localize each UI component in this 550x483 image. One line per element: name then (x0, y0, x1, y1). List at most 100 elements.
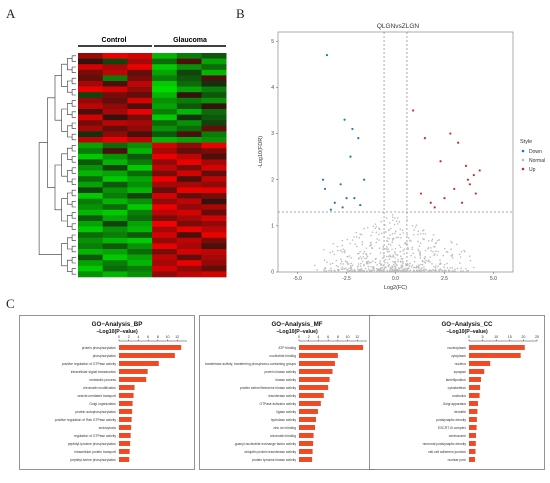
normal-point (350, 262, 352, 265)
normal-point (346, 255, 349, 258)
heatmap-cell (152, 109, 178, 115)
heatmap-cell (201, 176, 227, 183)
heatmap-cell (152, 232, 178, 239)
x-tick-label: 0 (468, 335, 470, 339)
legend-down-marker (521, 149, 525, 153)
heatmap-cell (127, 137, 153, 143)
heatmap-cell (201, 109, 227, 115)
down-point (353, 197, 356, 200)
heatmap-cell (152, 204, 178, 211)
normal-point (387, 243, 390, 246)
category-label: nucleoplasm (447, 346, 466, 350)
heatmap-cell (152, 170, 178, 177)
normal-point (430, 249, 432, 252)
x-tick-label: 15 (508, 335, 512, 339)
normal-point (389, 270, 392, 272)
normal-point (410, 240, 412, 242)
x-tick-label: 10 (494, 335, 498, 339)
row-dendrogram (38, 55, 76, 275)
normal-point (353, 236, 355, 238)
volcano-plot: QLGNvsZLGN -5.0 -2.5 0.0 2.5 5.0 0 1 2 3 4 5 Log2(F… (258, 23, 545, 290)
normal-point (450, 248, 452, 251)
normal-point (323, 259, 326, 262)
normal-point (376, 270, 378, 272)
normal-point (381, 266, 384, 269)
normal-point (419, 232, 422, 235)
normal-point (399, 260, 402, 263)
category-label: ligase activity (276, 410, 296, 414)
category-label: ATP binding (278, 346, 296, 350)
bar (299, 401, 321, 406)
up-point (439, 160, 442, 163)
heatmap-cell (127, 131, 153, 138)
normal-point (397, 258, 399, 261)
normal-point (341, 268, 344, 271)
heatmap-cell (176, 131, 202, 138)
heatmap-cell (152, 237, 178, 244)
x-tick-label: 6 (147, 335, 149, 339)
heatmap-cell (176, 237, 202, 244)
category-label: intracellular signal transduction (71, 370, 116, 374)
normal-point (401, 257, 404, 260)
x-tick-label: 10 (346, 335, 350, 339)
heatmap-cell (127, 165, 153, 171)
normal-point (336, 268, 339, 271)
heatmap-cell (102, 92, 128, 99)
category-label: guanyl-nucleotide exchange factor activi… (235, 442, 297, 446)
normal-point (324, 267, 327, 270)
down-point (339, 183, 342, 186)
normal-point (356, 268, 359, 270)
normal-point (357, 257, 360, 260)
normal-point (389, 254, 391, 257)
heatmap-cell (127, 142, 153, 149)
dendrogram-branch (71, 234, 76, 241)
bar (299, 457, 313, 462)
heatmap-cell (127, 153, 153, 160)
heatmap-cell (78, 114, 103, 121)
normal-point (363, 264, 365, 267)
normal-point (389, 221, 391, 224)
normal-point (367, 265, 370, 268)
x-tick-label: -2.5 (342, 276, 351, 282)
heatmap-cell (201, 204, 227, 211)
normal-point (371, 260, 374, 263)
heatmap-cell (102, 226, 128, 233)
normal-point (341, 244, 344, 247)
normal-point (399, 228, 402, 230)
normal-point (409, 262, 411, 265)
normal-point (407, 237, 410, 239)
normal-point (384, 261, 386, 264)
normal-point (403, 242, 406, 245)
heatmap-cell (127, 109, 153, 115)
heatmap-cell (78, 64, 103, 71)
heatmap-cell (78, 176, 103, 183)
dendrogram-branch (71, 89, 76, 96)
heatmap-cell (152, 86, 178, 93)
normal-point (416, 265, 418, 268)
normal-point (343, 251, 346, 253)
normal-point (358, 269, 361, 271)
heatmap-cell (78, 131, 103, 138)
normal-point (402, 249, 404, 252)
normal-point (408, 239, 411, 242)
normal-point (350, 268, 353, 271)
normal-point (342, 263, 345, 265)
heatmap-cell (152, 120, 178, 127)
heatmap-cell (102, 53, 128, 59)
normal-point (433, 266, 435, 268)
heatmap-cell (102, 170, 128, 177)
normal-point (368, 261, 371, 264)
normal-point (451, 255, 453, 257)
normal-point (385, 231, 387, 233)
normal-point (329, 251, 332, 254)
heatmap-cell (127, 114, 153, 121)
heatmap-cell (201, 64, 227, 71)
dendrogram-branch (71, 223, 76, 230)
normal-point (363, 227, 365, 230)
normal-point (393, 223, 396, 226)
normal-point (385, 255, 388, 258)
normal-point (424, 255, 426, 258)
normal-point (394, 257, 396, 259)
normal-point (419, 251, 422, 253)
normal-point (442, 254, 445, 257)
